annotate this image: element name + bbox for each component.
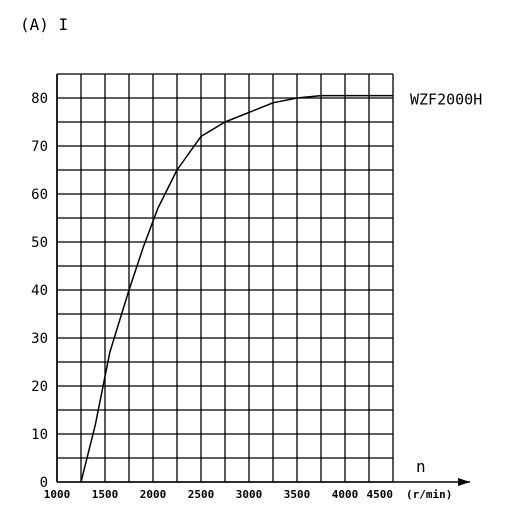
x-tick-label: 4500 [367,488,394,501]
y-tick-label: 10 [31,427,48,443]
x-tick-label: 1000 [44,488,71,501]
x-tick-label: 2500 [188,488,215,501]
x-tick-label: 2000 [140,488,167,501]
x-tick-labels: 1000 1500 2000 2500 3000 3500 4000 4500 [44,488,393,501]
x-unit-label: (r/min) [406,488,452,501]
y-tick-label: 60 [31,187,48,203]
series-label: WZF2000H [410,91,482,109]
x-tick-label: 3000 [236,488,263,501]
series-group: WZF2000H [80,91,482,483]
y-tick-label: 50 [31,235,48,251]
chart-grid [56,73,394,483]
y-tick-labels: 0 10 20 30 40 50 60 70 80 [31,91,48,491]
x-axis-symbol: n [416,457,426,476]
y-tick-label: 70 [31,139,48,155]
y-tick-label: 20 [31,379,48,395]
y-tick-label: 0 [40,475,48,491]
x-tick-label: 4000 [332,488,359,501]
chart-axes [56,74,470,486]
x-tick-label: 1500 [92,488,119,501]
y-tick-label: 30 [31,331,48,347]
x-tick-label: 3500 [284,488,311,501]
y-tick-label: 80 [31,91,48,107]
x-axis-arrow [458,478,470,486]
series-line-wzf2000h [80,94,393,483]
y-axis-label: (A) I [20,15,68,34]
y-tick-label: 40 [31,283,48,299]
